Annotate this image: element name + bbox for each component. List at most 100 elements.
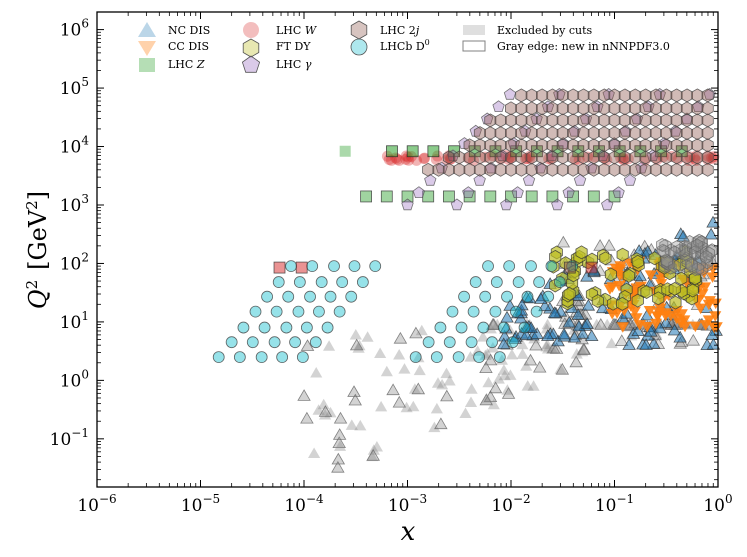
- lhcb-d0-point: [356, 276, 369, 288]
- lhc-2j-point: [639, 88, 652, 103]
- lhc-2j-point: [608, 162, 621, 177]
- lhc-2j-point: [598, 101, 611, 116]
- lhcb-d0-point: [490, 276, 503, 288]
- nc-dis-point: [571, 308, 585, 320]
- lhc-2j-point: [587, 101, 600, 116]
- excluded-point: [443, 375, 456, 386]
- lhc-z-point: [585, 261, 598, 274]
- lhc-z-point: [406, 145, 419, 158]
- lhc-2j-point: [504, 101, 517, 116]
- excluded-point: [300, 339, 315, 351]
- excluded-point: [533, 360, 547, 373]
- lhc-2j-point: [639, 162, 652, 177]
- excluded-point: [334, 440, 347, 451]
- legend-label-lhc-z: LHC Z: [168, 58, 205, 71]
- lhcb-d0-point: [293, 276, 306, 288]
- lhc-2j-point: [629, 138, 642, 153]
- lhc-z-point: [525, 190, 538, 203]
- lhcb-d0-point: [521, 290, 534, 303]
- lhc-2j-point: [598, 88, 611, 103]
- lhc-2j-point: [556, 113, 569, 128]
- lhc-2j-point: [629, 126, 642, 141]
- lhc-2j-point: [660, 113, 673, 128]
- lhc-w-point: [582, 151, 594, 163]
- lhc-2j-point: [556, 88, 569, 103]
- lhc-2j-point: [639, 138, 652, 153]
- lhc-gamma-point: [412, 186, 426, 199]
- excluded-point: [656, 238, 669, 252]
- cc-dis-point: [643, 306, 656, 317]
- lhcb-d0-point: [289, 336, 301, 349]
- excluded-point: [590, 318, 603, 330]
- nc-dis-point: [519, 328, 533, 341]
- nc-dis-point: [633, 269, 647, 281]
- lhcb-d0-point: [280, 321, 293, 334]
- lhc-2j-point: [494, 113, 507, 128]
- excluded-point: [576, 342, 591, 355]
- ft-dy-point: [616, 247, 629, 262]
- excluded-point: [436, 378, 449, 390]
- lhc-2j-point: [484, 150, 497, 165]
- lhcb-d0-point: [237, 321, 250, 334]
- cc-dis-point: [659, 310, 672, 322]
- lhc-2j-point: [432, 162, 445, 177]
- excluded-point: [520, 360, 533, 371]
- excluded-point: [349, 329, 362, 340]
- excluded-point: [440, 389, 454, 402]
- lhcb-d0-point: [530, 305, 543, 318]
- lhcb-d0-point: [258, 321, 271, 334]
- legend: NC DIS CC DIS LHC Z LHC W FT DY LHC γ LH…: [138, 20, 670, 73]
- excluded-point: [615, 334, 629, 347]
- lhcb-d0-point: [246, 336, 259, 349]
- lhc-2j-point: [587, 113, 600, 128]
- excluded-point: [440, 367, 453, 379]
- lhc-2j-point: [546, 138, 559, 153]
- lhc-gamma-point: [462, 186, 475, 199]
- lhc-z-point: [563, 261, 576, 274]
- excluded-point: [527, 380, 540, 391]
- legend-entry-gray-edge: Gray edge: new in nNNPDF3.0: [462, 40, 670, 53]
- lhc-z-point: [386, 145, 398, 158]
- excluded-point: [393, 331, 408, 344]
- lhcb-d0-point: [455, 321, 468, 334]
- ft-dy-point: [640, 285, 653, 299]
- lhc-2j-point: [587, 150, 600, 165]
- lhc-2j-point: [680, 88, 693, 103]
- lhc-2j-point: [515, 162, 528, 177]
- y-label-q: Q: [24, 289, 52, 309]
- excluded-point: [668, 245, 681, 260]
- excluded-point: [541, 318, 554, 330]
- lhc-2j-point: [556, 162, 569, 177]
- lhcb-d0-point: [282, 290, 295, 303]
- excluded-point: [488, 381, 503, 394]
- excluded-point: [576, 345, 589, 357]
- lhc-2j-point: [577, 150, 590, 165]
- lhc-2j-point: [525, 162, 538, 177]
- nc-dis-point: [704, 227, 718, 240]
- nc-dis-point: [667, 323, 682, 336]
- lhc-2j-point: [639, 101, 652, 116]
- lhcb-d0-point: [345, 290, 358, 303]
- lhcb-d0-point: [272, 276, 285, 288]
- nc-dis-point: [622, 338, 636, 350]
- lhc-2j-point: [463, 162, 476, 177]
- nc-dis-point: [541, 329, 555, 341]
- excluded-point: [492, 373, 505, 384]
- lhcb-d0-point: [255, 351, 268, 364]
- excluded-point: [483, 353, 498, 366]
- legend-entry-ft-dy: FT DY: [242, 38, 311, 58]
- ft-dy-point: [652, 291, 665, 306]
- lhc-z-point: [587, 190, 600, 203]
- lhc-2j-point: [422, 162, 435, 177]
- lhcb-d0-point: [315, 276, 328, 288]
- lhc-gamma-point: [424, 173, 437, 186]
- lhc-w-point: [500, 150, 512, 162]
- lhcb-d0-point: [292, 305, 305, 318]
- lhc-2j-point: [525, 113, 538, 128]
- lhc-2j-point: [546, 162, 559, 177]
- lhc-w-point: [393, 154, 405, 166]
- ft-dy-point: [675, 271, 688, 286]
- legend-marker-gray-edge: [462, 40, 486, 52]
- lhc-2j-point: [494, 126, 507, 141]
